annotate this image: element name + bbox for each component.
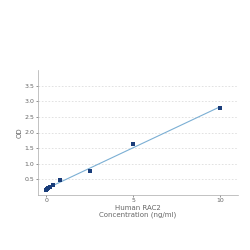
Point <box>131 142 135 146</box>
Point <box>45 187 49 191</box>
Point <box>88 168 92 172</box>
Y-axis label: OD: OD <box>17 127 23 138</box>
Point <box>58 178 62 182</box>
Point <box>51 183 55 187</box>
Point <box>44 188 48 192</box>
Point <box>218 106 222 110</box>
Point <box>48 185 52 189</box>
X-axis label: Human RAC2
Concentration (ng/ml): Human RAC2 Concentration (ng/ml) <box>99 205 176 218</box>
Point <box>46 186 50 190</box>
